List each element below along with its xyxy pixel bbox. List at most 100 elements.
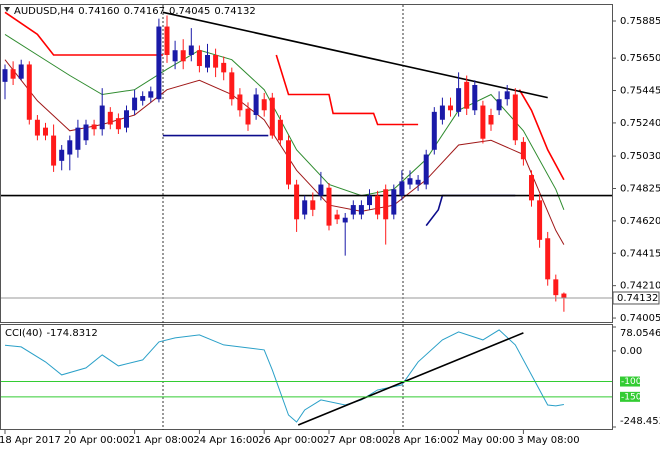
candle-body xyxy=(318,184,324,196)
y-tick-label: 0.74620 xyxy=(620,216,660,227)
candle-body xyxy=(399,181,405,196)
ohlc-value: 0.74045 xyxy=(169,6,210,17)
candle-body xyxy=(431,111,437,150)
candle-body xyxy=(115,118,121,130)
candle-body xyxy=(439,105,445,120)
candle-body xyxy=(2,69,8,82)
overlay-line xyxy=(162,11,548,99)
overlay-line xyxy=(518,89,565,181)
candle-body xyxy=(99,105,105,130)
overlay-line xyxy=(4,11,163,56)
x-tick-label: 27 Apr 08:00 xyxy=(323,435,388,446)
symbol: AUDUSD,H4 xyxy=(14,6,74,17)
x-tick-label: 26 Apr 00:00 xyxy=(258,435,323,446)
x-tick-label: 24 Apr 16:00 xyxy=(193,435,258,446)
candle-body xyxy=(391,189,397,215)
x-tick-label: 3 May 08:00 xyxy=(517,435,579,446)
candle-body xyxy=(310,200,316,210)
level-label: -150 xyxy=(621,392,642,402)
ohlc-value: 0.74132 xyxy=(214,6,255,17)
cci-last-value: -174.8312 xyxy=(46,328,97,339)
cci-line xyxy=(4,329,564,423)
current-price-box xyxy=(612,291,660,305)
y-tick-label: 0.75885 xyxy=(620,16,660,27)
candle-body xyxy=(91,124,97,130)
plot xyxy=(1,11,612,312)
cci-title: CCI(40) -174.8312 xyxy=(5,328,98,339)
candle-body xyxy=(545,238,551,280)
y-tick-label: 0.75030 xyxy=(620,151,660,162)
candle-body xyxy=(561,293,567,298)
candle-body xyxy=(67,140,73,155)
candle-body xyxy=(221,62,227,73)
candle-body xyxy=(302,200,308,215)
candle-body xyxy=(529,175,534,201)
candle-body xyxy=(229,72,235,100)
candle-body xyxy=(480,105,486,139)
cci-panel-frame xyxy=(0,324,613,430)
candle-body xyxy=(237,94,243,111)
candle-body xyxy=(512,94,518,141)
candle-body xyxy=(43,127,48,136)
y-tick-label: 0.74005 xyxy=(620,313,660,324)
x-tick-label: 2 May 00:00 xyxy=(453,435,515,446)
candle-body xyxy=(188,45,194,55)
y-tick-label: 0.74825 xyxy=(620,183,660,194)
candle-body xyxy=(59,149,65,161)
candle-body xyxy=(124,110,129,128)
x-tick-label: 20 Apr 00:00 xyxy=(64,435,129,446)
candle-body xyxy=(10,69,16,79)
candle-body xyxy=(140,96,146,101)
candle-body xyxy=(358,205,364,215)
candle-body xyxy=(164,26,170,55)
main-panel-frame xyxy=(0,4,613,323)
candle-body xyxy=(464,81,470,109)
x-tick-label: 21 Apr 08:00 xyxy=(129,435,194,446)
chart-header: AUDUSD,H4 0.74160 0.74167 0.74045 0.74132 xyxy=(14,6,256,17)
candle-body xyxy=(342,217,348,223)
candle-body xyxy=(18,64,24,79)
candle-body xyxy=(180,50,186,62)
candle-body xyxy=(132,97,138,111)
candle-body xyxy=(294,184,300,220)
candle-body xyxy=(75,127,81,150)
candle-body xyxy=(156,26,162,100)
candle-body xyxy=(245,108,251,125)
candle-body xyxy=(269,97,275,136)
candle-body xyxy=(34,119,40,136)
y-tick-label: 0.00 xyxy=(620,346,642,357)
y-tick-label: -248.4533 xyxy=(620,416,660,427)
candle-body xyxy=(472,85,478,111)
candle-body xyxy=(51,135,57,166)
candle-body xyxy=(326,187,332,226)
trendline xyxy=(297,332,524,426)
y-tick-label: 0.74210 xyxy=(620,281,660,292)
candle-body xyxy=(423,154,429,185)
candle-body xyxy=(496,99,502,111)
candle-body xyxy=(383,189,389,220)
level-box xyxy=(620,391,640,402)
symbol-icon xyxy=(4,7,10,12)
candle-body xyxy=(261,99,267,111)
candle-body xyxy=(205,54,210,68)
candle-body xyxy=(334,214,340,220)
candle-body xyxy=(407,178,413,185)
current-price-label: 0.74132 xyxy=(617,293,658,304)
level-box xyxy=(620,376,640,387)
y-tick-label: 78.0546 xyxy=(620,328,660,339)
y-tick-label: 0.75240 xyxy=(620,118,660,129)
candle-body xyxy=(448,105,453,111)
candle-body xyxy=(148,91,154,98)
y-tick-label: 0.75650 xyxy=(620,53,660,64)
candle-body xyxy=(367,195,372,206)
level-label: -100 xyxy=(621,377,642,387)
x-tick-label: 28 Apr 16:00 xyxy=(388,435,453,446)
candle-body xyxy=(172,50,178,62)
candle-body xyxy=(83,124,89,141)
candle-body xyxy=(456,88,462,112)
candle-body xyxy=(375,195,381,215)
y-tick-label: 0.74415 xyxy=(620,248,660,259)
candle-body xyxy=(277,119,283,141)
x-tick-label: 18 Apr 2017 xyxy=(0,435,61,446)
candle-body xyxy=(26,64,32,120)
